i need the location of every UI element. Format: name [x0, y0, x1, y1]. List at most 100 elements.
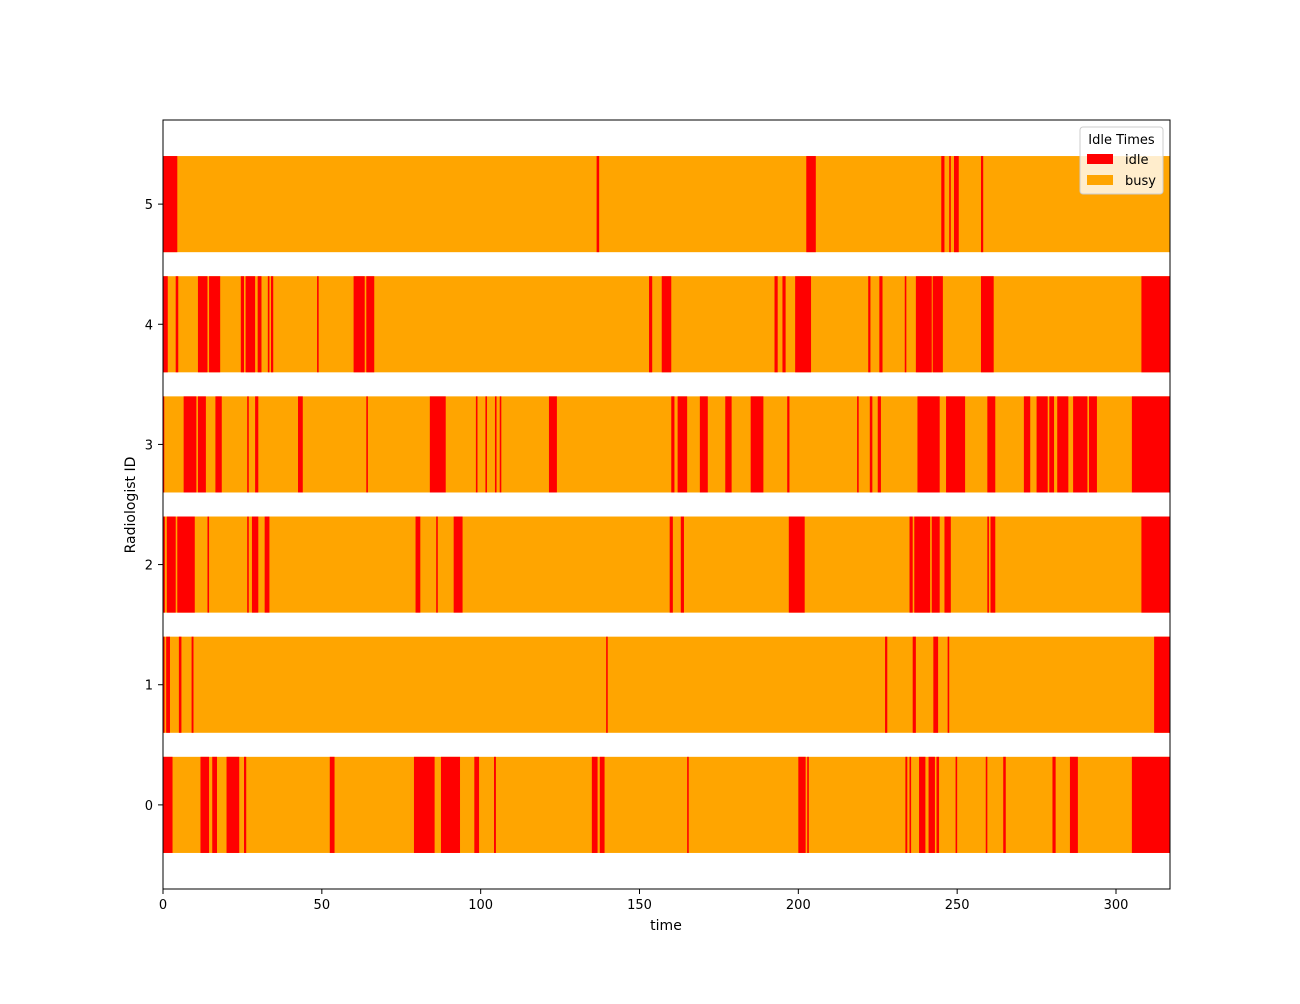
x-tick-label: 200 [786, 898, 811, 913]
timeline-row [163, 636, 1170, 733]
idle-segment [990, 516, 996, 613]
idle-segment [212, 756, 218, 853]
idle-segment [1088, 396, 1097, 493]
timeline-row [163, 156, 1170, 253]
idle-segment [955, 756, 958, 853]
idle-segment [987, 396, 996, 493]
idle-segment [247, 396, 249, 493]
idle-segment [912, 636, 916, 733]
idle-segment [750, 396, 764, 493]
idle-segment [591, 756, 598, 853]
idle-segment [197, 276, 208, 373]
idle-segment [166, 636, 170, 733]
idle-segment [877, 396, 881, 493]
idle-segment [931, 516, 940, 613]
idle-segment [429, 396, 446, 493]
idle-segment [163, 756, 173, 853]
idle-segment [240, 276, 245, 373]
idle-segment [980, 156, 984, 253]
idle-segment [1131, 396, 1170, 493]
idle-segment [163, 156, 178, 253]
idle-segment [175, 276, 179, 373]
idle-segment [879, 276, 883, 373]
x-tick-label: 250 [945, 898, 970, 913]
idle-segment [413, 756, 435, 853]
idle-segment [436, 516, 438, 613]
idle-segment [806, 156, 816, 253]
legend-swatch [1087, 175, 1113, 185]
bars-layer [163, 156, 1170, 853]
idle-segment [226, 756, 240, 853]
y-axis-label: Radiologist ID [123, 457, 139, 554]
idle-segment [475, 396, 478, 493]
idle-segment [474, 756, 480, 853]
idle-segment [944, 516, 951, 613]
idle-segment [499, 396, 502, 493]
idle-segment [798, 756, 806, 853]
idle-segment [669, 516, 673, 613]
x-axis-label: time [650, 918, 682, 934]
idle-segment [244, 756, 247, 853]
timeline-row [163, 516, 1170, 613]
busy-bar [163, 516, 1170, 613]
idle-segment [932, 276, 943, 373]
idle-segment [774, 276, 778, 373]
idle-segment [680, 516, 684, 613]
idle-segment [909, 756, 912, 853]
idle-segment [163, 516, 165, 613]
idle-segment [251, 516, 259, 613]
idle-segment [264, 516, 270, 613]
x-tick-label: 0 [159, 898, 167, 913]
idle-segment [177, 516, 195, 613]
legend-swatch [1087, 154, 1113, 164]
y-tick-label: 5 [145, 198, 153, 213]
idle-segment [699, 396, 708, 493]
idle-segment [1052, 756, 1056, 853]
idle-segment [787, 396, 790, 493]
idle-segment [915, 276, 932, 373]
idle-segment [215, 396, 222, 493]
legend-label: idle [1125, 153, 1148, 168]
idle-segment [271, 276, 274, 373]
idle-segment [298, 396, 303, 493]
idle-segment [725, 396, 732, 493]
idle-segment [1057, 396, 1069, 493]
idle-segment [928, 756, 935, 853]
idle-segment [453, 516, 463, 613]
x-tick-label: 150 [627, 898, 652, 913]
idle-segment [807, 756, 809, 853]
y-tick-label: 4 [145, 318, 153, 333]
idle-segment [485, 396, 488, 493]
idle-segment [596, 156, 600, 253]
idle-segment [366, 396, 368, 493]
idle-segment [1131, 756, 1170, 853]
idle-segment [949, 156, 951, 253]
idle-segment [207, 516, 210, 613]
idle-segment [953, 156, 959, 253]
idle-segment [494, 756, 496, 853]
timeline-row [163, 396, 1170, 493]
idle-segment [795, 276, 812, 373]
busy-bar [163, 636, 1170, 733]
idle-segment [788, 516, 805, 613]
idle-segment [946, 396, 966, 493]
idle-segment [857, 396, 859, 493]
legend-label: busy [1125, 174, 1156, 189]
idle-segment [1049, 396, 1055, 493]
idle-segment [163, 636, 165, 733]
idle-segment [606, 636, 608, 733]
idle-segment [661, 276, 672, 373]
idle-segment [919, 756, 926, 853]
x-tick-label: 300 [1104, 898, 1129, 913]
idle-segment [980, 276, 994, 373]
idle-segment [366, 276, 375, 373]
idle-segment [933, 636, 939, 733]
idle-segment [905, 756, 908, 853]
idle-segment [163, 276, 168, 373]
legend-title: Idle Times [1088, 133, 1155, 148]
legend: Idle Times idle busy [1079, 126, 1164, 195]
idle-segment [329, 756, 335, 853]
idle-segment [917, 396, 940, 493]
idle-segment [868, 276, 871, 373]
